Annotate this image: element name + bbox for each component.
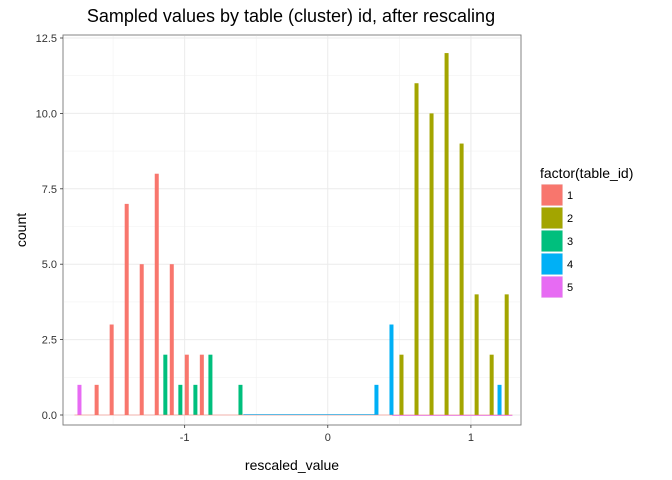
bar-series-2 [504, 294, 509, 415]
legend-label-5: 5 [567, 282, 573, 294]
bar-series-2 [429, 113, 434, 416]
x-tick-label: 0 [325, 432, 331, 444]
bar-series-1 [94, 384, 99, 415]
plot-panel [62, 34, 522, 426]
legend-label-4: 4 [567, 259, 573, 271]
x-tick-label: 1 [468, 432, 474, 444]
x-axis-title: rescaled_value [245, 457, 339, 473]
bar-series-2 [444, 53, 449, 416]
bar-series-2 [399, 354, 404, 415]
legend-label-1: 1 [567, 190, 573, 202]
y-tick-label: 12.5 [36, 33, 57, 45]
bar-series-3 [238, 384, 243, 415]
bar-series-2 [474, 294, 479, 415]
bar-series-2 [489, 354, 494, 415]
bar-series-1 [154, 173, 159, 415]
bar-series-2 [414, 83, 419, 416]
chart-title: Sampled values by table (cluster) id, af… [87, 6, 495, 26]
x-tick-label: -1 [180, 432, 190, 444]
bar-series-1 [169, 264, 174, 415]
bar-series-1 [109, 324, 114, 415]
legend-swatch-4 [541, 253, 563, 275]
bar-series-4 [497, 384, 502, 415]
legend-swatch-2 [541, 207, 563, 229]
bar-series-3 [163, 354, 168, 415]
legend-label-3: 3 [567, 236, 573, 248]
bar-series-4 [389, 324, 394, 415]
legend-swatch-5 [541, 276, 563, 298]
y-tick-label: 10.0 [36, 108, 57, 120]
bar-series-4 [374, 384, 379, 415]
legend-label-2: 2 [567, 213, 573, 225]
bar-series-2 [459, 143, 464, 415]
y-tick-label: 0.0 [42, 410, 57, 422]
y-tick-label: 5.0 [42, 259, 57, 271]
bar-series-3 [178, 384, 183, 415]
bar-series-1 [184, 354, 189, 415]
y-axis-ticks: 0.0 2.5 5.0 7.5 10.0 12.5 [36, 33, 63, 422]
y-tick-label: 2.5 [42, 335, 57, 347]
y-tick-label: 7.5 [42, 184, 57, 196]
bars [74, 53, 513, 416]
bar-series-1 [139, 264, 144, 415]
bar-series-1 [124, 203, 129, 415]
legend-swatch-3 [541, 230, 563, 252]
bar-series-5 [77, 384, 82, 415]
plot-panel-border [62, 34, 522, 426]
bar-series-3 [193, 384, 198, 415]
bar-series-3 [208, 354, 213, 415]
legend-title: factor(table_id) [540, 165, 633, 181]
bar-series-1 [199, 354, 204, 415]
x-axis-ticks: -1 0 1 [180, 425, 474, 444]
y-axis-title: count [13, 213, 29, 247]
legend-swatch-1 [541, 184, 563, 206]
legend: factor(table_id) 1 2 3 4 5 [540, 165, 633, 298]
